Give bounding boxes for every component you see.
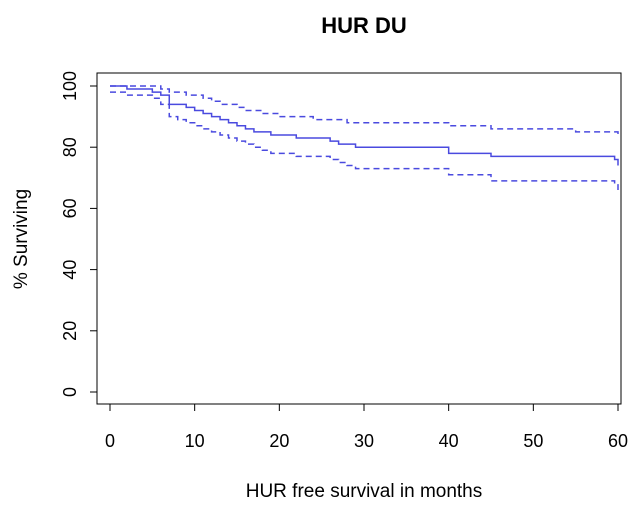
chart-title: HUR DU: [321, 13, 407, 38]
y-tick-label: 80: [60, 137, 80, 157]
x-tick-label: 30: [354, 431, 374, 451]
x-tick-label: 50: [523, 431, 543, 451]
x-tick-label: 60: [608, 431, 628, 451]
confidence-band-line: [110, 85, 619, 139]
y-axis-label: % Surviving: [11, 189, 32, 289]
series-layer: [110, 85, 619, 191]
y-tick-label: 100: [60, 71, 80, 101]
y-ticks: 0 20 40 60 80 100: [60, 71, 97, 397]
y-tick-label: 40: [60, 260, 80, 280]
y-tick-label: 60: [60, 198, 80, 218]
x-tick-label: 20: [269, 431, 289, 451]
x-ticks: 0 10 20 30 40 50 60: [105, 404, 628, 451]
x-tick-label: 0: [105, 431, 115, 451]
y-tick-label: 0: [60, 387, 80, 397]
x-tick-label: 40: [439, 431, 459, 451]
confidence-band-line: [110, 91, 619, 191]
survival-curve: [110, 85, 619, 166]
y-tick-label: 20: [60, 321, 80, 341]
x-axis-label: HUR free survival in months: [246, 481, 483, 502]
x-tick-label: 10: [185, 431, 205, 451]
